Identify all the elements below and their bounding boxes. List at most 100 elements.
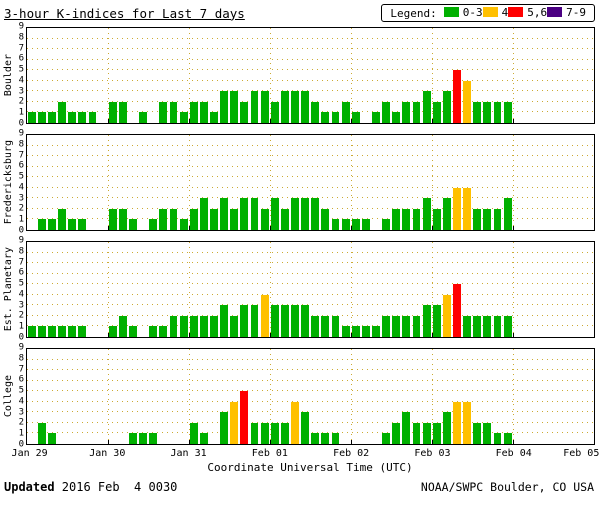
day-tick	[351, 333, 352, 337]
k-index-bar	[412, 315, 421, 337]
h-gridline	[27, 79, 594, 81]
day-tick	[513, 226, 514, 230]
h-gridline	[27, 358, 594, 360]
k-index-bar	[220, 305, 229, 337]
y-tick-label: 5	[18, 171, 24, 182]
updated-label: Updated	[4, 480, 55, 494]
day-tick	[513, 333, 514, 337]
h-gridline	[27, 90, 594, 92]
h-gridline	[27, 283, 594, 285]
k-index-bar	[331, 315, 340, 337]
legend-label: Legend:	[390, 6, 437, 20]
k-index-bar	[250, 198, 259, 230]
k-index-bar	[179, 219, 188, 230]
k-index-bar	[503, 315, 512, 337]
y-tick-label: 9	[18, 128, 24, 139]
h-gridline	[27, 411, 594, 413]
v-gridline	[432, 242, 433, 337]
v-gridline	[189, 135, 190, 230]
day-tick	[189, 226, 190, 230]
k-index-bar	[422, 198, 431, 230]
k-index-bar	[159, 101, 168, 123]
k-index-bar	[48, 219, 56, 230]
day-tick	[189, 119, 190, 123]
k-index-bar	[270, 422, 279, 444]
x-tick-label: Feb 03	[414, 448, 451, 459]
panel-boulder: Boulder 0 1 2 3 4 5 6 7 8 9	[2, 22, 595, 128]
k-index-bar	[189, 208, 198, 230]
k-index-bar	[199, 433, 208, 444]
k-index-bar	[341, 219, 350, 230]
day-tick	[108, 440, 109, 444]
day-tick	[351, 440, 352, 444]
k-index-bar	[37, 326, 46, 337]
k-index-bar	[301, 305, 310, 337]
h-gridline	[27, 262, 594, 264]
k-index-bar	[78, 326, 87, 337]
k-index-bar	[240, 391, 249, 444]
y-tick-label: 3	[18, 300, 24, 311]
day-tick	[270, 333, 271, 337]
k-index-bar	[463, 315, 472, 337]
k-index-bar	[382, 219, 391, 230]
day-tick	[189, 440, 190, 444]
station-label: Fredericksburg	[3, 140, 14, 225]
x-axis-title: Coordinate Universal Time (UTC)	[207, 461, 413, 474]
k-index-bar	[392, 112, 401, 123]
k-index-bar	[149, 219, 158, 230]
k-index-bar	[270, 198, 279, 230]
y-tick-label: 4	[18, 75, 24, 86]
k-index-bar	[442, 294, 451, 337]
chart-header: 3-hour K-indices for Last 7 days Legend:…	[0, 3, 600, 25]
k-index-bar	[432, 208, 441, 230]
k-index-bar	[129, 219, 137, 230]
k-index-bar	[321, 112, 330, 123]
k-index-bar	[250, 422, 259, 444]
k-index-bar	[493, 315, 502, 337]
v-gridline	[513, 28, 514, 123]
k-index-bar	[422, 422, 431, 444]
k-index-bar	[321, 433, 330, 444]
y-tick-label: 1	[18, 321, 24, 332]
panel-fredericksburg: Fredericksburg 0 1 2 3 4 5 6 7 8 9	[2, 129, 595, 235]
h-gridline	[27, 37, 594, 39]
k-index-bar	[291, 198, 299, 230]
k-index-bar	[351, 112, 360, 123]
k-index-bar	[442, 91, 451, 123]
day-tick	[513, 119, 514, 123]
h-gridline	[27, 144, 594, 146]
k-index-bar	[453, 70, 461, 123]
legend-items: 0-3 4 5,6 7-9	[443, 6, 586, 21]
day-tick	[108, 333, 109, 337]
k-index-bar	[270, 101, 279, 123]
h-gridline	[27, 111, 594, 113]
k-index-bar	[48, 433, 56, 444]
k-index-bar	[291, 401, 299, 444]
y-tick-label: 1	[18, 107, 24, 118]
k-index-bar	[37, 112, 46, 123]
y-tick-label: 2	[18, 203, 24, 214]
v-gridline	[108, 349, 109, 444]
k-index-bar	[311, 198, 320, 230]
h-gridline	[27, 100, 594, 102]
y-tick-label: 7	[18, 257, 24, 268]
k-index-bar	[331, 112, 340, 123]
y-tick-label: 4	[18, 396, 24, 407]
plot-area	[26, 241, 595, 338]
k-index-bar	[351, 219, 360, 230]
k-index-bar	[260, 422, 269, 444]
k-index-bar	[169, 101, 178, 123]
k-index-bar	[422, 91, 431, 123]
legend: Legend: 0-3 4 5,6 7-9	[381, 3, 595, 23]
k-index-bar	[250, 91, 259, 123]
k-index-bar	[139, 112, 148, 123]
k-index-bar	[483, 315, 492, 337]
h-gridline	[27, 421, 594, 423]
k-index-bar	[149, 433, 158, 444]
h-gridline	[27, 304, 594, 306]
y-tick-label: 7	[18, 150, 24, 161]
h-gridline	[27, 197, 594, 199]
